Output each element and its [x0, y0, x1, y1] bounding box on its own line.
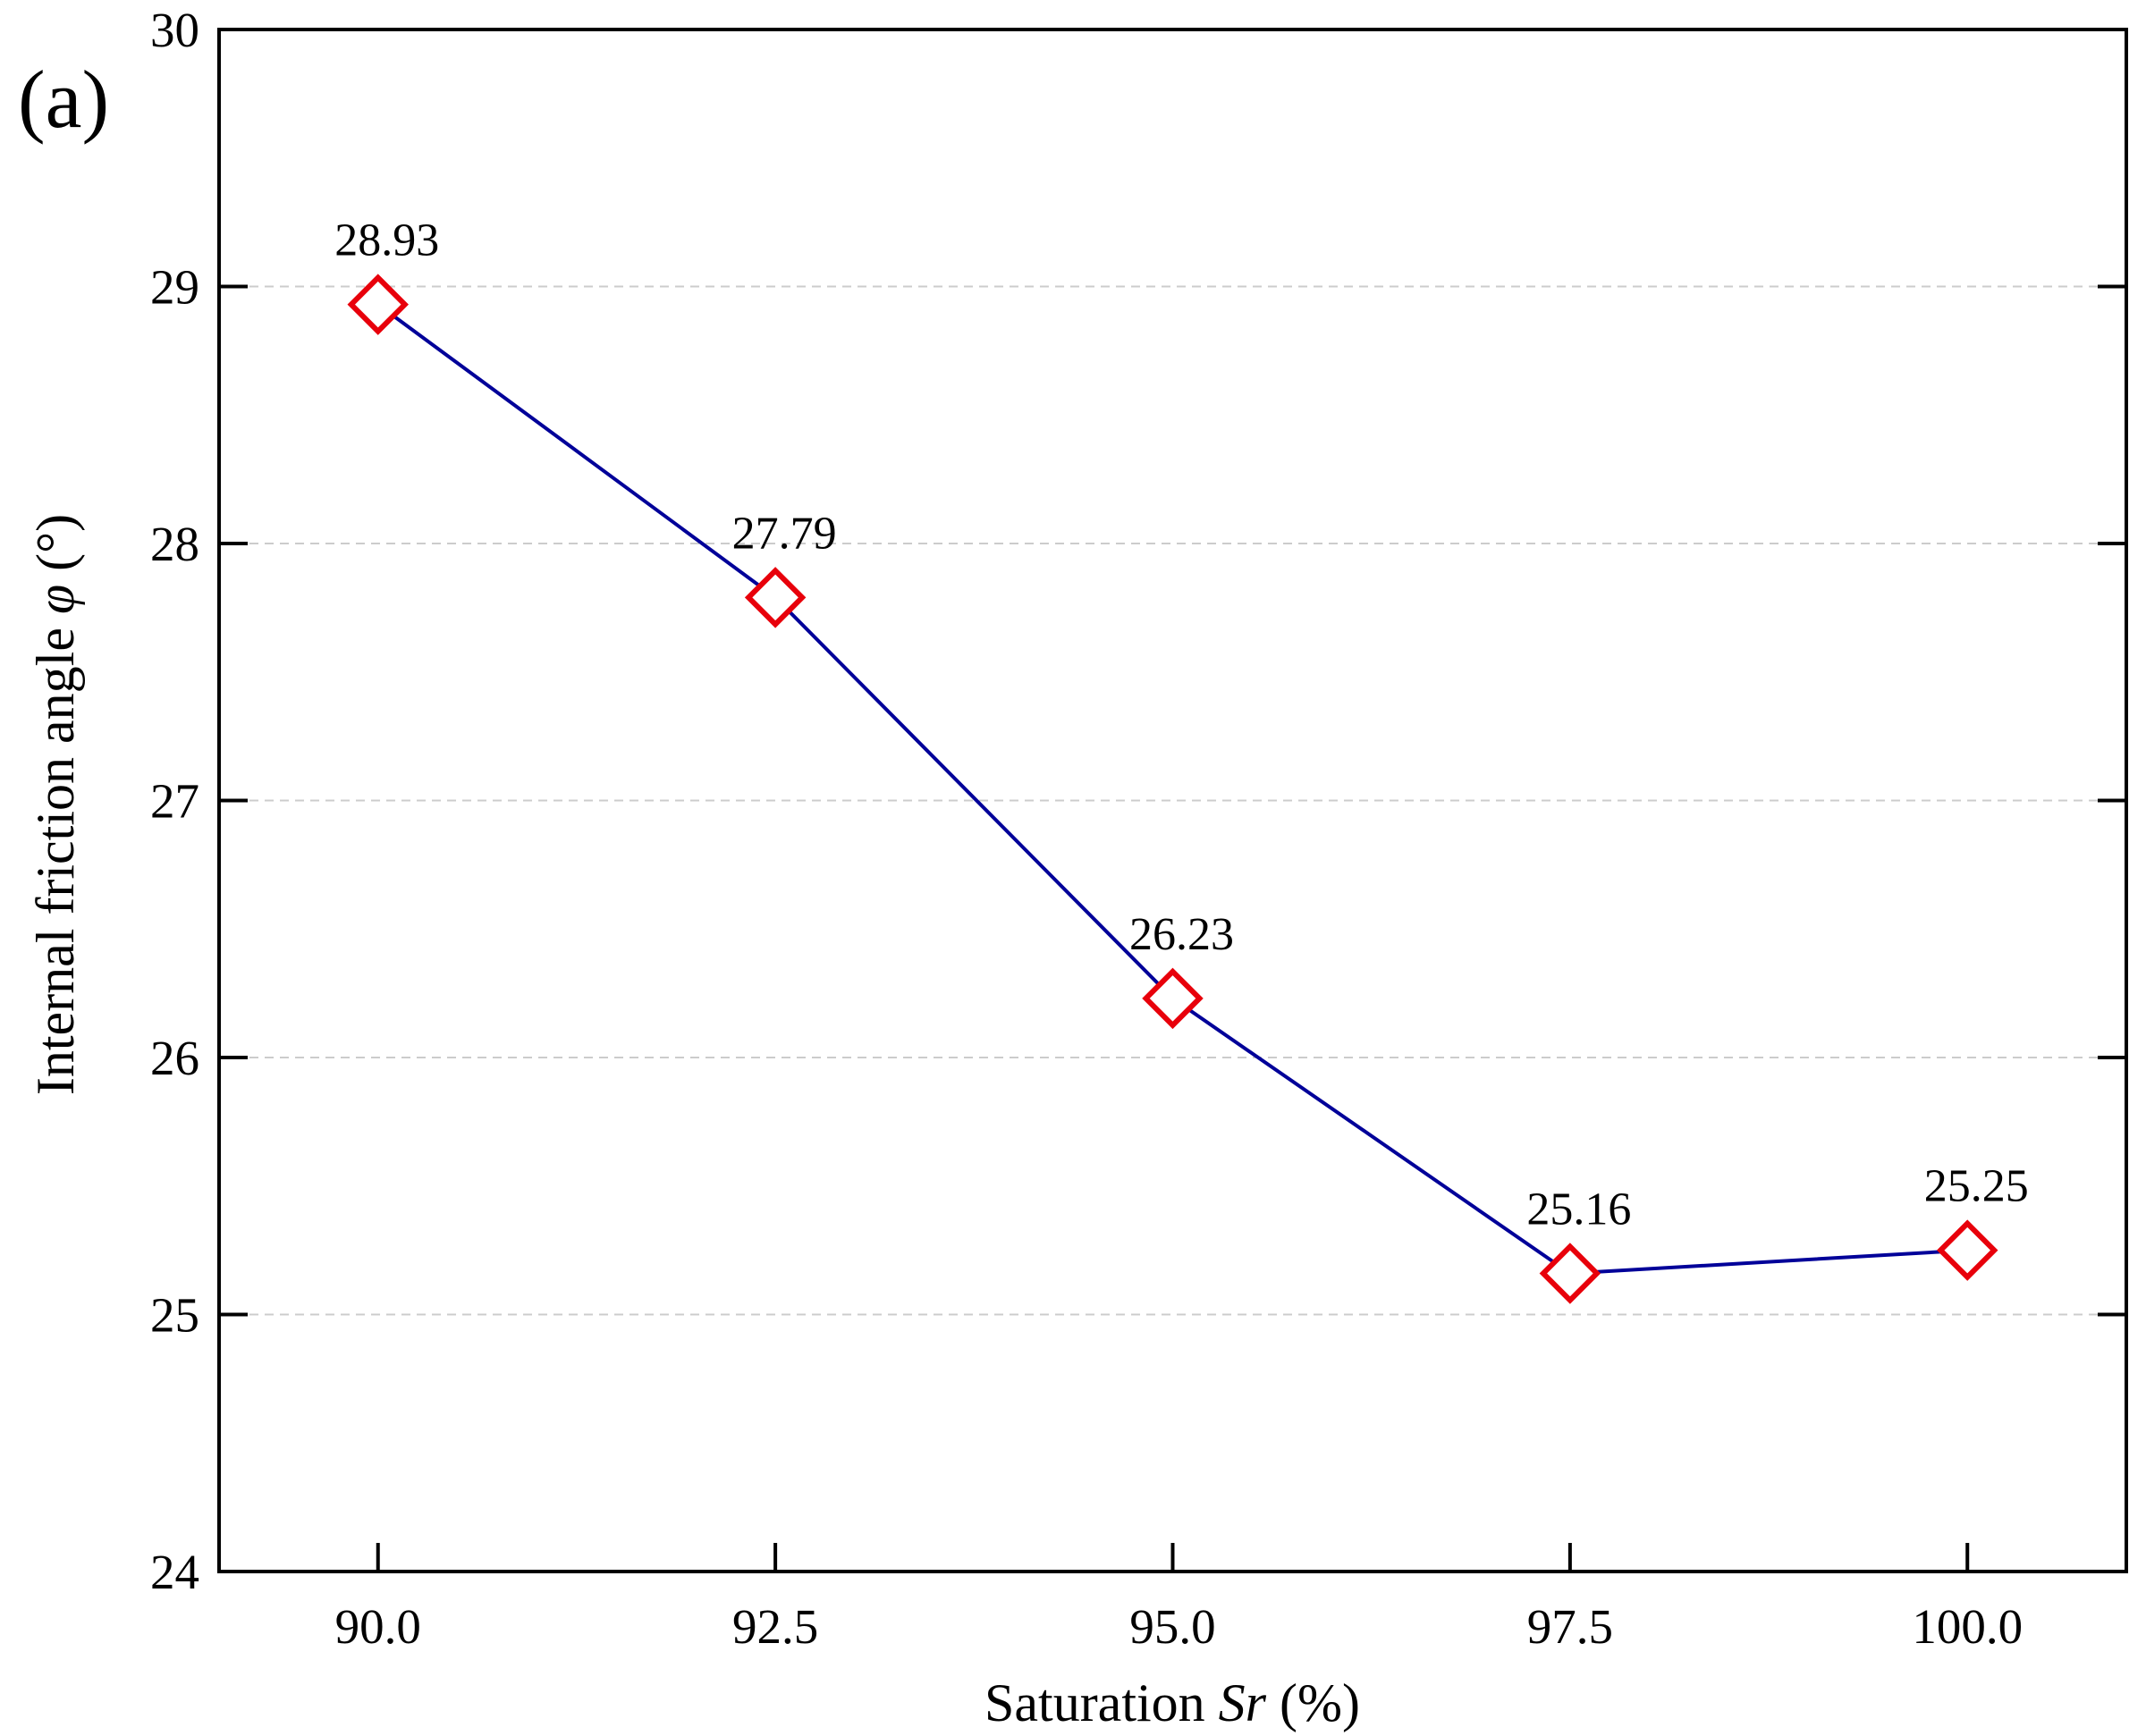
x-tick-label: 95.0: [1129, 1599, 1215, 1654]
axis-ticks: [219, 284, 2126, 1572]
y-tick-label: 29: [150, 260, 199, 315]
y-tick-label: 30: [150, 3, 199, 57]
data-label: 28.93: [334, 215, 439, 266]
plot-frame: [217, 28, 2128, 1573]
panel-label: (a): [18, 54, 109, 145]
data-label: 25.25: [1924, 1161, 2029, 1212]
grid-lines: [219, 285, 2126, 1316]
y-tick-label: 27: [150, 774, 199, 829]
y-tick-label: 26: [150, 1031, 199, 1085]
data-point-marker: [1937, 1219, 1998, 1281]
y-tick-label: 24: [150, 1545, 199, 1599]
data-point-marker: [1142, 967, 1204, 1030]
data-point-marker: [744, 567, 807, 628]
data-labels: 28.93 27.79 26.23 25.16 25.25: [334, 215, 2029, 1235]
x-tick-label: 97.5: [1527, 1599, 1613, 1654]
data-label: 27.79: [732, 508, 837, 559]
x-tick-label: 92.5: [732, 1599, 818, 1654]
x-axis-title: Saturation Sr (%): [984, 1673, 1360, 1732]
x-tick-label: 90.0: [335, 1599, 421, 1654]
data-point-marker: [1539, 1243, 1601, 1304]
data-point-marker: [347, 274, 409, 335]
x-tick-label: 100.0: [1912, 1599, 2023, 1654]
data-label: 26.23: [1129, 909, 1234, 960]
y-axis-title: Internal friction angle φ (°): [26, 514, 85, 1095]
series: [376, 303, 1968, 1276]
series-line: [376, 303, 1968, 1276]
y-tick-label: 28: [150, 517, 199, 571]
tick-labels: 24 25 26 27 28 29 30 90.0 92.5 95.0 97.5 100.0: [150, 3, 2023, 1654]
y-tick-label: 25: [150, 1288, 199, 1343]
data-label: 25.16: [1526, 1184, 1631, 1235]
markers: [347, 274, 1998, 1304]
